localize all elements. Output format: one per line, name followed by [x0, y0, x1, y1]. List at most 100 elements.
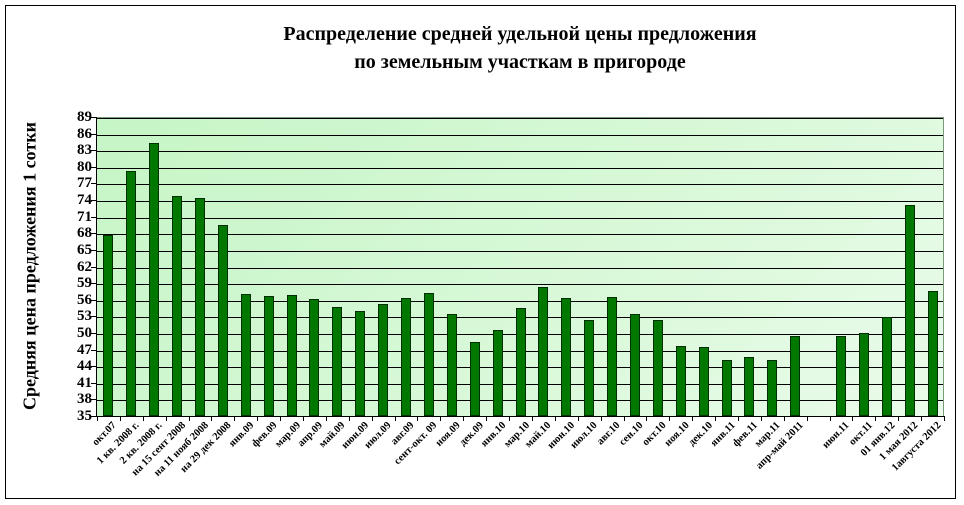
y-tick-label: 35 [77, 408, 92, 424]
plot-area [97, 117, 944, 416]
bar [698, 347, 709, 416]
y-tick-label: 65 [77, 241, 92, 258]
bar [675, 346, 686, 416]
bar [217, 224, 228, 416]
x-tick-mark [142, 416, 144, 421]
y-tick-label: 50 [77, 324, 92, 341]
bar [858, 332, 869, 416]
x-tick-mark [715, 416, 717, 421]
gridline [97, 217, 943, 219]
y-tick-mark [91, 216, 97, 218]
gridline [97, 284, 943, 286]
x-tick-mark [531, 416, 533, 421]
gridline [97, 184, 943, 186]
bar [767, 359, 778, 416]
x-tick-mark [783, 416, 785, 421]
bar [629, 313, 640, 416]
y-tick-mark [91, 349, 97, 351]
gridline [97, 167, 943, 169]
x-tick-mark [944, 416, 945, 421]
x-tick-mark [852, 416, 854, 421]
y-tick-mark [91, 366, 97, 368]
bar [355, 310, 366, 416]
x-tick-mark [554, 416, 556, 421]
y-tick-label: 62 [77, 258, 92, 275]
x-tick-mark [440, 416, 442, 421]
bar [904, 205, 915, 416]
y-tick-mark [91, 249, 97, 251]
y-tick-label: 47 [77, 341, 92, 358]
x-tick-mark [97, 416, 98, 421]
x-tick-mark [806, 416, 808, 421]
x-tick-mark [463, 416, 465, 421]
bar [515, 308, 526, 416]
x-tick-mark [898, 416, 900, 421]
y-tick-mark [91, 133, 97, 135]
bar [263, 295, 274, 416]
x-tick-mark [921, 416, 923, 421]
x-tick-mark [875, 416, 877, 421]
bar [492, 330, 503, 416]
x-tick-mark [600, 416, 602, 421]
bar [607, 296, 618, 416]
y-tick-label: 71 [77, 208, 92, 225]
x-tick-mark [394, 416, 396, 421]
x-tick-mark [829, 416, 831, 421]
y-tick-label: 77 [77, 175, 92, 192]
bar [309, 299, 320, 416]
y-tick-mark [91, 233, 97, 235]
y-tick-mark [91, 416, 97, 417]
x-tick-mark [737, 416, 739, 421]
chart-title-line-2: по земельным участкам в пригороде [354, 51, 686, 73]
y-tick-label: 83 [77, 142, 92, 159]
chart-title-line-1: Распределение средней удельной цены пред… [283, 23, 757, 45]
gridline [97, 267, 943, 269]
gridline [97, 250, 943, 252]
x-tick-mark [119, 416, 121, 421]
gridline [97, 201, 943, 203]
y-tick-mark [91, 332, 97, 334]
y-tick-mark [91, 382, 97, 384]
bar [286, 294, 297, 416]
x-tick-mark [303, 416, 305, 421]
x-tick-mark [646, 416, 648, 421]
gridline [97, 151, 943, 153]
x-tick-mark [486, 416, 488, 421]
bar [835, 335, 846, 416]
bar [881, 316, 892, 416]
y-tick-mark [91, 117, 97, 118]
x-tick-mark [577, 416, 579, 421]
bar [469, 341, 480, 416]
bar [103, 234, 114, 416]
y-tick-label: 44 [77, 358, 92, 375]
x-tick-mark [257, 416, 259, 421]
y-tick-label: 68 [77, 225, 92, 242]
y-tick-mark [91, 266, 97, 268]
bar [240, 294, 251, 416]
x-tick-mark [509, 416, 511, 421]
x-tick-mark [669, 416, 671, 421]
x-tick-mark [188, 416, 190, 421]
y-tick-label: 89 [77, 109, 92, 125]
y-axis-label: Средняя цена предложения 1 сотки [19, 122, 40, 410]
x-tick-mark [371, 416, 373, 421]
x-tick-mark [760, 416, 762, 421]
bar [446, 313, 457, 416]
bar [652, 320, 663, 416]
y-tick-mark [91, 299, 97, 301]
x-axis [96, 416, 945, 417]
y-tick-label: 56 [77, 291, 92, 308]
bar [721, 360, 732, 416]
x-tick-mark [234, 416, 236, 421]
y-tick-label: 53 [77, 308, 92, 325]
y-tick-mark [91, 399, 97, 401]
x-tick-mark [417, 416, 419, 421]
bar [744, 357, 755, 416]
bar [195, 197, 205, 416]
y-tick-label: 38 [77, 391, 92, 408]
bar [172, 196, 183, 416]
bar [584, 320, 595, 416]
bar [927, 290, 938, 416]
y-tick-mark [91, 183, 97, 185]
y-tick-mark [91, 166, 97, 168]
